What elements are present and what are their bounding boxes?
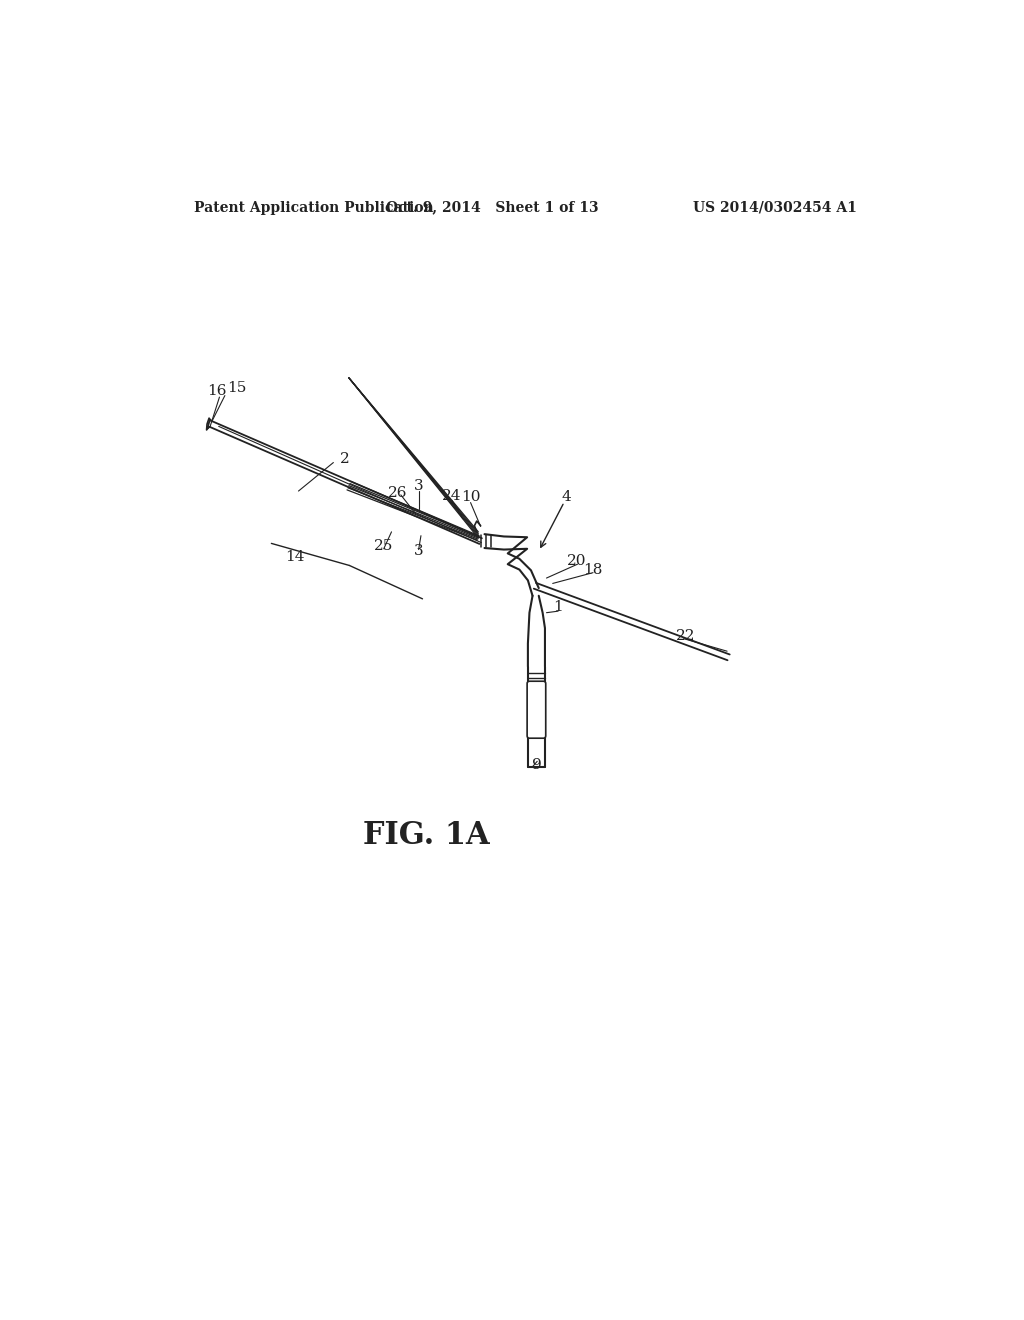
Text: 18: 18 xyxy=(584,562,603,577)
Text: 3: 3 xyxy=(414,479,424,492)
Text: 4: 4 xyxy=(561,490,570,504)
Text: Patent Application Publication: Patent Application Publication xyxy=(194,201,433,215)
Text: 16: 16 xyxy=(208,384,227,397)
Text: 9: 9 xyxy=(532,758,542,772)
Text: 24: 24 xyxy=(442,488,462,503)
Text: 14: 14 xyxy=(285,550,304,564)
FancyBboxPatch shape xyxy=(527,681,546,738)
Text: 22: 22 xyxy=(676,628,695,643)
Text: 15: 15 xyxy=(226,381,246,395)
Text: 25: 25 xyxy=(374,539,393,553)
Text: US 2014/0302454 A1: US 2014/0302454 A1 xyxy=(692,201,856,215)
Text: 10: 10 xyxy=(461,490,480,504)
Text: Oct. 9, 2014   Sheet 1 of 13: Oct. 9, 2014 Sheet 1 of 13 xyxy=(386,201,599,215)
Text: 1: 1 xyxy=(553,599,563,614)
Text: 3: 3 xyxy=(414,544,424,558)
Text: 2: 2 xyxy=(340,451,350,466)
Text: 26: 26 xyxy=(388,486,408,500)
Text: FIG. 1A: FIG. 1A xyxy=(364,821,489,851)
Text: 20: 20 xyxy=(567,554,587,568)
